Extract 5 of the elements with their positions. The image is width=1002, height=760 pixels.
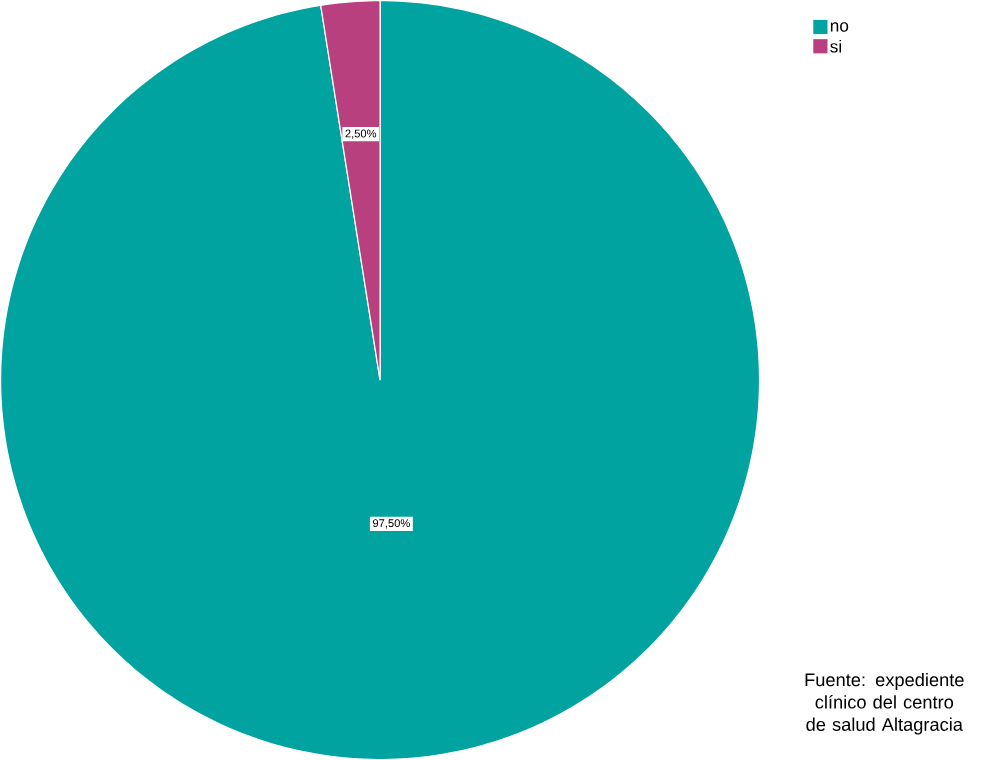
data-label: 97,50% xyxy=(372,519,410,529)
source-note: Fuente: expediente clínico del centro de salud Altagracia xyxy=(805,672,964,735)
legend-label: si xyxy=(830,39,842,53)
legend-label: no xyxy=(830,22,849,32)
data-label: 2,50% xyxy=(345,129,377,139)
